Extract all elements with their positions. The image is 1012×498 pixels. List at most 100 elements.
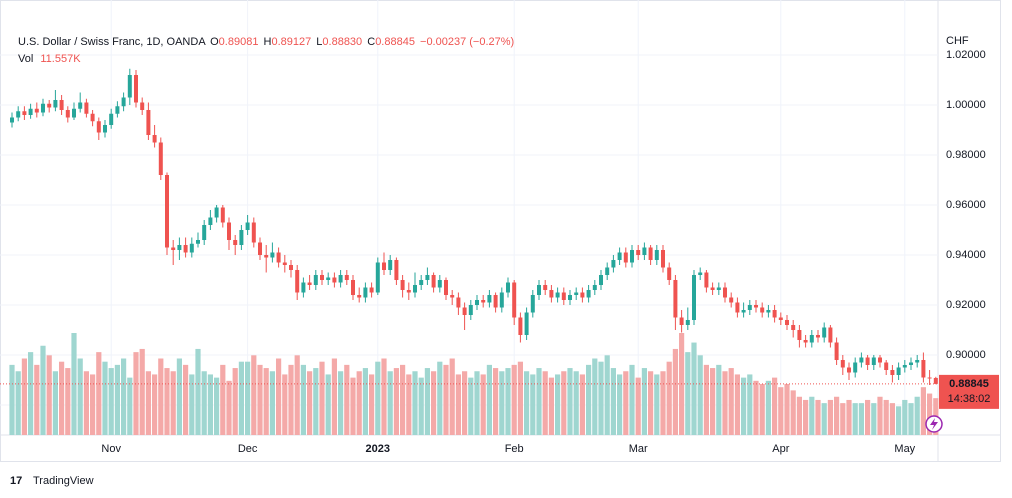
candle-body xyxy=(623,252,628,263)
volume-bar xyxy=(462,371,468,435)
volume-bar xyxy=(344,364,350,435)
volume-bar xyxy=(641,368,647,435)
candle-body xyxy=(146,110,151,135)
candle-body xyxy=(47,103,52,108)
volume-bar xyxy=(71,333,77,435)
volume-bar xyxy=(369,374,375,435)
volume-bar xyxy=(90,374,96,435)
candle-body xyxy=(65,110,70,118)
volume-bar xyxy=(803,399,809,435)
grid xyxy=(0,0,938,435)
candle-body xyxy=(307,282,312,285)
volume-bar xyxy=(381,358,387,435)
volume-bar xyxy=(672,348,678,435)
candle-body xyxy=(450,295,455,298)
volume-bar xyxy=(164,368,170,435)
volume-bar xyxy=(356,371,362,435)
candle-body xyxy=(549,290,554,298)
volume-bar xyxy=(648,371,654,435)
volume-bar xyxy=(728,368,734,435)
candle-body xyxy=(462,307,467,315)
volume-bar xyxy=(821,403,827,435)
volume-bar xyxy=(52,371,58,435)
candle-body xyxy=(444,280,448,295)
x-tick-label: Apr xyxy=(772,443,789,455)
volume-bar xyxy=(883,399,889,435)
volume-bar xyxy=(927,393,933,435)
volume-bar xyxy=(313,368,319,435)
volume-bar xyxy=(393,368,399,435)
candle-body xyxy=(741,310,746,313)
candle-body xyxy=(698,272,703,275)
l-key: L xyxy=(316,36,322,48)
candle-body xyxy=(667,267,672,280)
volume-bar xyxy=(635,377,641,435)
candle-body xyxy=(933,377,938,384)
volume-bar xyxy=(189,374,195,435)
volume-bar xyxy=(920,387,926,435)
candle-body xyxy=(171,247,176,250)
volume-bar xyxy=(282,374,288,435)
volume-bar xyxy=(511,364,517,435)
candles xyxy=(0,68,938,385)
candle-body xyxy=(797,330,802,340)
candle-body xyxy=(661,250,665,268)
candle-body xyxy=(425,275,430,280)
volume-bar xyxy=(815,399,821,435)
volume-bar xyxy=(226,380,232,435)
volume-bar xyxy=(238,361,244,435)
volume-bar xyxy=(170,371,176,435)
volume-bar xyxy=(201,371,207,435)
volume-bar xyxy=(263,368,269,435)
candle-body xyxy=(896,367,901,375)
volume-bar xyxy=(21,358,27,435)
candle-body xyxy=(648,247,653,260)
volume-bar xyxy=(889,403,895,435)
volume-bar xyxy=(183,364,189,435)
volume-bar xyxy=(747,374,753,435)
candle-body xyxy=(437,280,442,288)
volume-bar xyxy=(127,377,133,435)
volume-bar xyxy=(139,348,145,435)
volume-bar xyxy=(902,399,908,435)
candle-body xyxy=(320,275,324,280)
candle-body xyxy=(239,230,244,245)
candle-body xyxy=(654,250,659,260)
volume-legend: Vol 11.557K xyxy=(18,53,81,65)
candle-body xyxy=(561,292,566,300)
frame xyxy=(0,0,1001,462)
volume-bar xyxy=(251,355,257,435)
candle-body xyxy=(754,305,758,308)
o-key: O xyxy=(210,36,219,48)
vol-value: 11.557K xyxy=(40,53,81,65)
volume-bar xyxy=(350,377,356,435)
candle-body xyxy=(840,360,845,368)
volume-bar xyxy=(579,374,585,435)
volume-bar xyxy=(629,364,635,435)
c-value: 0.88845 xyxy=(375,36,415,48)
volume-bar xyxy=(623,371,629,435)
volume-bar xyxy=(685,352,691,435)
candle-body xyxy=(636,250,641,255)
x-tick-label: 2023 xyxy=(366,443,390,455)
volume-bar xyxy=(691,342,697,435)
logo: 17 TradingView xyxy=(10,475,94,487)
candle-body xyxy=(915,360,920,363)
countdown: 14:38:02 xyxy=(948,393,991,405)
candle-body xyxy=(902,365,907,368)
volume-bar xyxy=(710,368,716,435)
candle-body xyxy=(22,111,27,115)
candle-body xyxy=(115,106,120,114)
volume-bar xyxy=(176,358,182,435)
candle-body xyxy=(518,317,523,335)
candle-body xyxy=(890,370,895,375)
vol-key: Vol xyxy=(18,53,33,65)
candle-body xyxy=(344,275,349,280)
candle-body xyxy=(140,102,145,110)
candle-body xyxy=(537,285,541,295)
candle-body xyxy=(524,312,529,335)
volume-bar xyxy=(158,358,164,435)
candle-body xyxy=(692,275,696,320)
candle-body xyxy=(828,327,833,343)
volume-pane xyxy=(9,333,939,435)
